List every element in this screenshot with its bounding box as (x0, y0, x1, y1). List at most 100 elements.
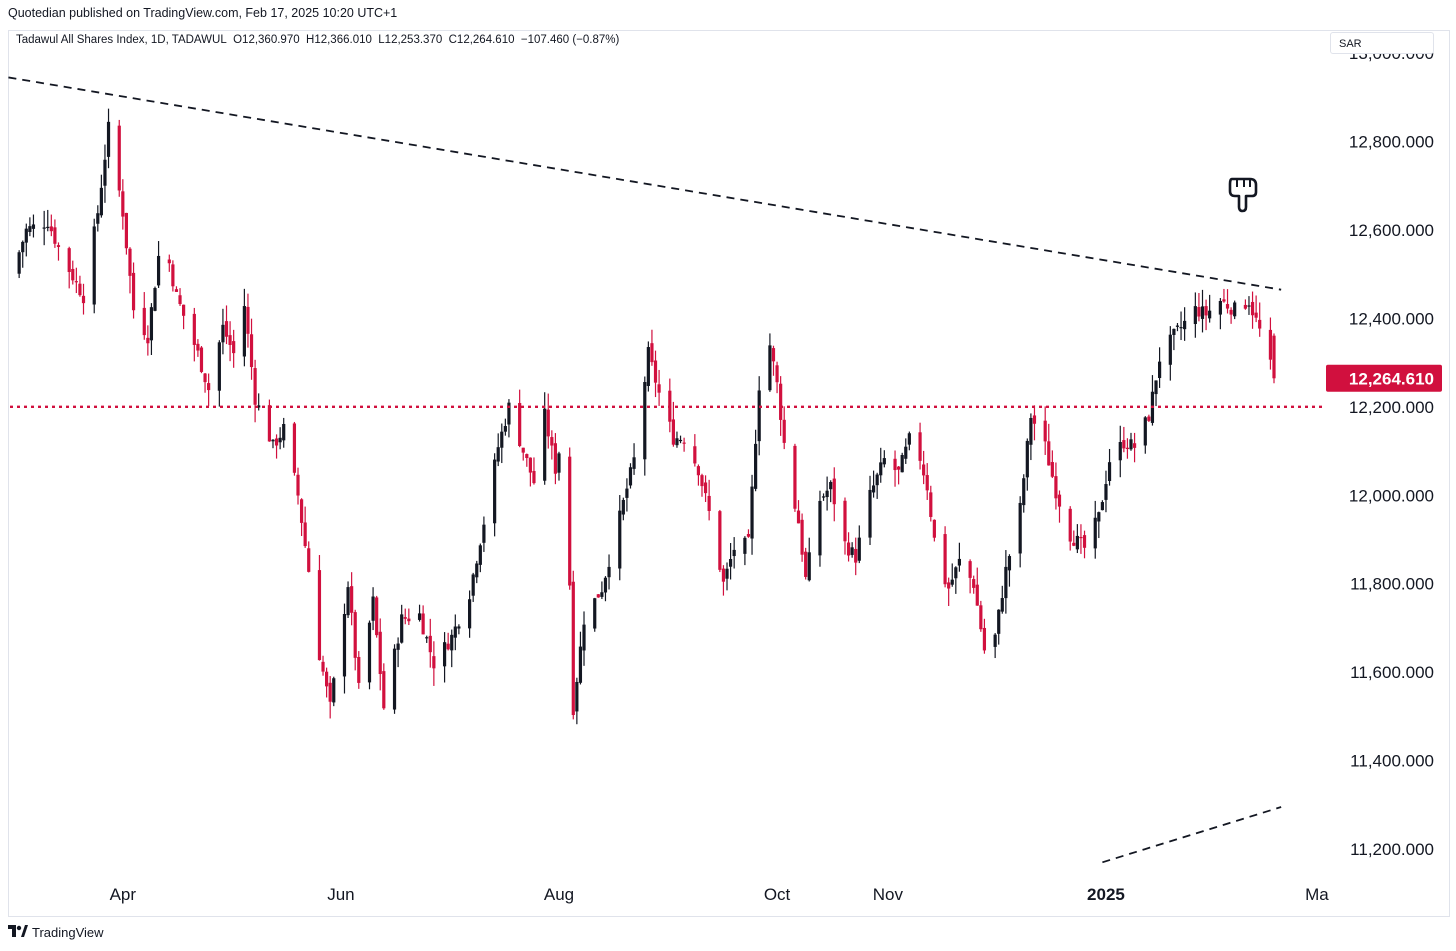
x-tick-label: Nov (873, 885, 904, 904)
candle (228, 321, 232, 362)
candle-body (317, 570, 322, 661)
candle (471, 572, 475, 602)
candle-body (922, 464, 926, 476)
candle (232, 329, 236, 368)
candle-body (618, 510, 622, 569)
candle (428, 618, 432, 668)
candle (246, 293, 250, 348)
candle-body (31, 224, 36, 229)
ohlc-legend: Tadawul All Shares Index, 1D, TADAWUL O1… (16, 34, 619, 46)
candle-body (468, 599, 472, 629)
candle-body (400, 614, 404, 643)
legend-symbol[interactable]: Tadawul All Shares Index, 1D, TADAWUL (16, 34, 227, 46)
candle (825, 476, 829, 511)
candle (1104, 470, 1108, 513)
candle (575, 677, 579, 725)
candle (1233, 300, 1237, 320)
candle (907, 431, 911, 451)
candle (1004, 550, 1008, 614)
candle (782, 406, 786, 450)
candle (628, 463, 633, 489)
candle (1143, 416, 1147, 454)
candle-body (192, 313, 196, 345)
candle-body (947, 582, 951, 589)
candle-body (1029, 417, 1033, 445)
candle-body (321, 661, 325, 672)
candle (1032, 405, 1037, 441)
candle-body (1075, 535, 1079, 550)
y-tick-label: 12,400.000 (1349, 309, 1434, 328)
candle (646, 341, 650, 392)
candle-body (24, 228, 28, 243)
candle (21, 240, 25, 268)
candle-body (904, 446, 908, 459)
candle-body (457, 626, 461, 629)
candle (500, 423, 504, 464)
candle-body (342, 613, 347, 677)
candle-body (142, 307, 146, 336)
candle (1068, 506, 1072, 551)
candle-body (571, 581, 575, 716)
candle (106, 108, 111, 169)
candle-body (843, 500, 847, 542)
candle (1022, 474, 1026, 513)
candle-body (71, 268, 75, 281)
candle (732, 537, 736, 569)
candle-body (1204, 306, 1208, 316)
candle-body (1272, 335, 1276, 379)
candle (596, 593, 600, 598)
candle-body (92, 226, 96, 305)
candle (1222, 288, 1226, 303)
candle (578, 631, 583, 685)
candle-body (528, 457, 532, 473)
candle-body (1229, 309, 1233, 315)
candle-body (1243, 304, 1247, 309)
candle-body (81, 295, 86, 304)
candle (850, 542, 854, 558)
candle (342, 603, 347, 694)
candle-body (1097, 512, 1101, 522)
y-tick-label: 12,800.000 (1349, 133, 1434, 152)
candle (1250, 291, 1255, 329)
candle (1132, 432, 1137, 463)
candle (446, 632, 450, 651)
candle (675, 431, 679, 448)
y-tick-label: 12,000.000 (1349, 486, 1434, 505)
candle (299, 498, 304, 537)
price-axis[interactable]: 13,000.00012,800.00012,600.00012,400.000… (1349, 44, 1434, 859)
candle (868, 475, 872, 546)
candle-body (1057, 494, 1062, 507)
candle-body (825, 490, 829, 498)
legend-close: C12,264.610 (448, 34, 515, 46)
candle (1107, 448, 1112, 486)
candle-body (1082, 535, 1087, 548)
currency-selector[interactable]: SAR (1330, 32, 1434, 54)
candle-body (1183, 320, 1187, 330)
candle (432, 641, 436, 686)
candle-body (775, 365, 779, 383)
candle-body (28, 226, 32, 233)
candle (221, 308, 225, 355)
candle (593, 597, 597, 632)
time-axis[interactable]: Apr Jun Aug Oct Nov 2025 Ma (110, 885, 1330, 904)
candle-body (421, 613, 425, 635)
candle-body (96, 213, 100, 224)
candle-body (1007, 556, 1012, 571)
candle (897, 466, 901, 485)
candle (768, 333, 772, 392)
candle (957, 542, 961, 572)
candle-body (818, 500, 822, 556)
candle (807, 537, 811, 582)
candle-body (643, 382, 647, 460)
candle-body (804, 551, 808, 577)
candle (954, 566, 958, 594)
candle (621, 497, 625, 521)
candle-body (550, 437, 554, 446)
candle (925, 463, 929, 500)
tradingview-brand-label: TradingView (32, 925, 104, 940)
tradingview-logo-icon (8, 925, 28, 940)
candle (242, 288, 246, 367)
candle (417, 604, 422, 622)
tradingview-brand[interactable]: TradingView (8, 925, 104, 940)
